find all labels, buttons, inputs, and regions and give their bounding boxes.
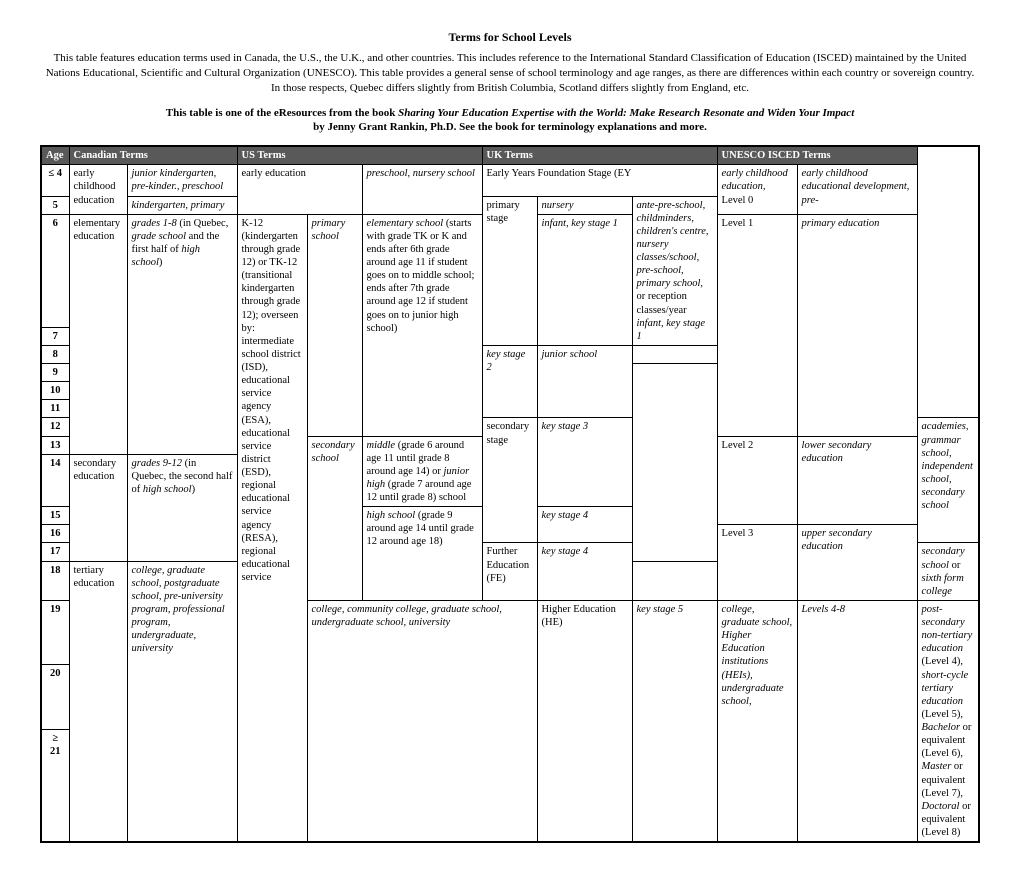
uk-ks2-c: junior school: [537, 345, 632, 418]
ca-ec-a: early childhood education: [69, 165, 127, 214]
us-big: K-12 (kindergarten through grade 12) or …: [237, 214, 307, 842]
un-l2-a: Level 2: [717, 436, 797, 525]
un-l0-b: early childhood educational development,…: [797, 165, 917, 214]
un-l0-a: early childhood education, Level 0: [717, 165, 797, 214]
th-un: UNESCO ISCED Terms: [717, 146, 917, 165]
uk-ks2: key stage 2: [482, 345, 537, 418]
uk-prim-spacer: [632, 364, 717, 562]
un-l1-a: Level 1: [717, 214, 797, 436]
un-l48-a: Levels 4-8: [797, 600, 917, 842]
un-l3-a: Level 3: [717, 525, 797, 601]
uk-fe-b: key stage 4: [537, 543, 632, 601]
uk-fe-c: secondary school or sixth form college: [917, 543, 979, 601]
uk-ks1: infant, key stage 1: [537, 214, 632, 345]
age-cell: 7: [41, 327, 69, 345]
age-cell: 19: [41, 600, 69, 664]
us-sec-a: secondary school: [307, 436, 362, 600]
age-cell: 11: [41, 400, 69, 418]
th-uk: UK Terms: [482, 146, 717, 165]
us-ter: college, community college, graduate sch…: [307, 600, 537, 842]
uk-ks3-c: academies, grammar school, independent s…: [917, 418, 979, 543]
subhead: This table is one of the eResources from…: [40, 106, 980, 136]
un-l48-b: post-secondary non-tertiary education (L…: [917, 600, 979, 842]
th-ca: Canadian Terms: [69, 146, 237, 165]
age-cell: 6: [41, 214, 69, 327]
table-row: ≤ 4 early childhood education junior kin…: [41, 165, 979, 196]
terms-table: Age Canadian Terms US Terms UK Terms UNE…: [40, 145, 980, 843]
age-cell: 10: [41, 382, 69, 400]
ca-ter-a: tertiary education: [69, 561, 127, 842]
ca-elem-a: elementary education: [69, 214, 127, 454]
uk-he-a: Higher Education (HE): [537, 600, 632, 842]
uk-eyfs: Early Years Foundation Stage (EY: [482, 165, 717, 196]
uk-prim-a: primary stage: [482, 196, 537, 345]
age-cell: 5: [41, 196, 69, 214]
ca-ec-b2: kindergarten, primary: [127, 196, 237, 214]
ca-sec-b: grades 9-12 (in Quebec, the second half …: [127, 454, 237, 561]
us-ec-a: early education: [237, 165, 362, 214]
un-l1-b: primary education: [797, 214, 917, 436]
un-l3-b: upper secondary education: [797, 525, 917, 601]
age-cell: 17: [41, 543, 69, 561]
subhead-tail: by Jenny Grant Rankin, Ph.D. See the boo…: [313, 121, 707, 133]
th-age: Age: [41, 146, 69, 165]
age-cell: 14: [41, 454, 69, 507]
us-ec-b: preschool, nursery school: [362, 165, 482, 214]
uk-ks3: key stage 3: [537, 418, 632, 507]
page-title: Terms for School Levels: [40, 30, 980, 45]
uk-ks4: key stage 4: [537, 507, 632, 543]
age-cell: 12: [41, 418, 69, 436]
subhead-book: Sharing Your Education Expertise with th…: [398, 107, 854, 119]
age-cell: ≤ 4: [41, 165, 69, 196]
us-prim-a: primary school: [307, 214, 362, 436]
ca-ec-b1: junior kindergarten, pre-kinder., presch…: [127, 165, 237, 196]
ca-sec-a: secondary education: [69, 454, 127, 561]
age-cell: 18: [41, 561, 69, 600]
age-cell: 16: [41, 525, 69, 543]
th-us: US Terms: [237, 146, 482, 165]
uk-fe-a: Further Education (FE): [482, 543, 537, 601]
age-cell: 9: [41, 364, 69, 382]
intro-text: This table features education terms used…: [40, 51, 980, 96]
age-cell: ≥ 21: [41, 729, 69, 842]
us-sec-mid: middle (grade 6 around age 11 until grad…: [362, 436, 482, 507]
us-prim-b: elementary school (starts with grade TK …: [362, 214, 482, 436]
header-row: Age Canadian Terms US Terms UK Terms UNE…: [41, 146, 979, 165]
uk-he-b: key stage 5: [632, 600, 717, 842]
ca-elem-b: grades 1-8 (in Quebec, grade school and …: [127, 214, 237, 454]
uk-eyfs-c: ante-pre-school, childminders, children'…: [632, 196, 717, 345]
uk-prim-nursery: nursery: [537, 196, 632, 214]
subhead-lead: This table is one of the eResources from…: [166, 107, 398, 119]
age-cell: 15: [41, 507, 69, 525]
un-l2-b: lower secondary education: [797, 436, 917, 525]
age-cell: 13: [41, 436, 69, 454]
us-sec-hs: high school (grade 9 around age 14 until…: [362, 507, 482, 601]
uk-sec-a: secondary stage: [482, 418, 537, 543]
age-cell: 20: [41, 665, 69, 729]
age-cell: 8: [41, 345, 69, 363]
uk-he-c: college, graduate school, Higher Educati…: [717, 600, 797, 842]
ca-ter-b: college, graduate school, postgraduate s…: [127, 561, 237, 842]
